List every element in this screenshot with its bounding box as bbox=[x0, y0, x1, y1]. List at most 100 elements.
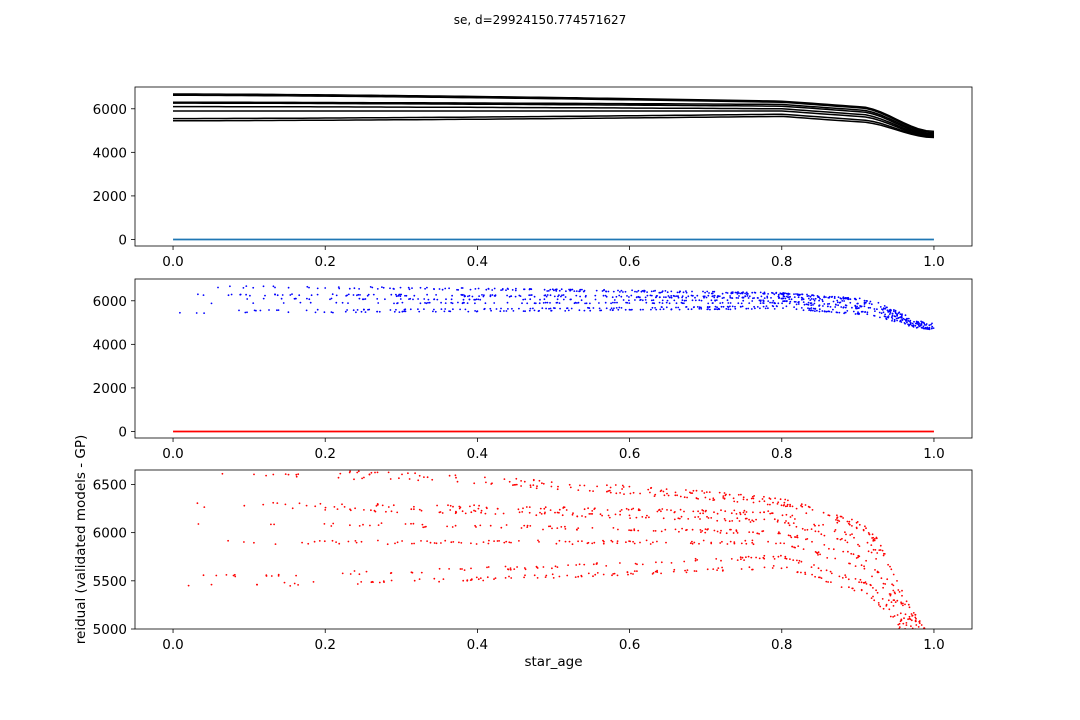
data-point bbox=[449, 310, 452, 313]
data-point bbox=[588, 489, 591, 492]
data-point bbox=[544, 294, 547, 297]
data-point bbox=[782, 504, 785, 507]
data-point bbox=[650, 308, 652, 311]
data-point bbox=[411, 542, 413, 545]
data-point bbox=[308, 298, 311, 301]
data-point bbox=[298, 502, 301, 505]
data-point bbox=[616, 540, 619, 542]
data-point bbox=[668, 296, 671, 299]
data-point bbox=[703, 295, 706, 298]
data-point bbox=[667, 494, 670, 497]
data-point bbox=[349, 573, 352, 575]
data-point bbox=[859, 578, 862, 581]
data-point bbox=[918, 620, 921, 622]
data-point bbox=[817, 567, 820, 570]
data-point bbox=[782, 307, 784, 309]
data-point bbox=[539, 507, 542, 510]
data-point bbox=[895, 317, 898, 320]
data-point bbox=[305, 504, 308, 507]
data-point bbox=[808, 309, 810, 311]
data-point bbox=[905, 624, 908, 626]
data-point bbox=[784, 498, 787, 501]
data-point bbox=[914, 324, 917, 327]
data-point bbox=[473, 298, 476, 301]
data-point bbox=[538, 309, 540, 312]
data-point bbox=[832, 300, 835, 303]
data-point bbox=[474, 288, 477, 290]
data-point bbox=[704, 510, 707, 513]
data-point bbox=[818, 299, 820, 302]
data-point bbox=[620, 295, 623, 298]
data-point bbox=[747, 555, 750, 558]
data-point bbox=[639, 541, 641, 544]
data-point bbox=[678, 530, 680, 533]
data-point bbox=[609, 491, 612, 494]
data-point bbox=[794, 518, 796, 520]
data-point bbox=[276, 502, 279, 504]
data-point bbox=[524, 568, 527, 571]
data-point bbox=[558, 539, 561, 542]
data-point bbox=[605, 565, 608, 567]
data-point bbox=[900, 602, 903, 605]
data-point bbox=[875, 589, 877, 592]
x-tick-label: 1.0 bbox=[923, 446, 944, 462]
data-point bbox=[696, 294, 699, 297]
data-point bbox=[854, 578, 857, 580]
data-point bbox=[546, 294, 549, 296]
data-point bbox=[348, 287, 351, 290]
data-point bbox=[493, 302, 496, 304]
data-point bbox=[842, 517, 844, 519]
data-point bbox=[314, 311, 317, 314]
data-point bbox=[706, 290, 709, 293]
data-point bbox=[710, 299, 713, 302]
data-point bbox=[685, 291, 688, 294]
data-point bbox=[485, 481, 487, 484]
data-point bbox=[871, 537, 873, 539]
data-point bbox=[252, 302, 255, 304]
data-point bbox=[784, 300, 786, 302]
data-point bbox=[741, 292, 744, 295]
data-point bbox=[890, 601, 893, 603]
data-point bbox=[555, 301, 558, 304]
data-point bbox=[624, 308, 627, 311]
data-point bbox=[643, 290, 646, 293]
data-point bbox=[593, 541, 596, 544]
data-point bbox=[596, 572, 599, 574]
data-point bbox=[738, 295, 740, 297]
data-point bbox=[403, 310, 405, 313]
data-point bbox=[451, 302, 454, 305]
data-point bbox=[807, 304, 810, 306]
data-point bbox=[733, 542, 736, 545]
data-point bbox=[450, 298, 453, 301]
data-point bbox=[929, 656, 931, 658]
data-point bbox=[904, 633, 906, 635]
data-point bbox=[805, 512, 808, 515]
data-point bbox=[378, 310, 381, 313]
data-point bbox=[371, 286, 374, 289]
data-point bbox=[893, 315, 896, 318]
data-point bbox=[848, 520, 851, 523]
data-point bbox=[782, 295, 785, 298]
data-point bbox=[917, 626, 920, 628]
data-point bbox=[729, 528, 731, 531]
data-point bbox=[907, 323, 909, 326]
data-point bbox=[763, 292, 766, 295]
data-point bbox=[737, 291, 739, 293]
data-point bbox=[413, 542, 415, 545]
x-tick-label: 0.4 bbox=[467, 446, 488, 462]
data-point bbox=[868, 302, 871, 305]
data-point bbox=[518, 307, 520, 310]
data-point bbox=[726, 299, 729, 302]
data-point bbox=[685, 489, 687, 491]
data-point bbox=[713, 511, 715, 514]
data-point bbox=[736, 532, 739, 534]
data-point bbox=[640, 290, 643, 293]
data-point bbox=[699, 518, 701, 520]
data-point bbox=[568, 288, 570, 291]
data-point bbox=[210, 583, 213, 586]
data-point bbox=[880, 577, 883, 580]
data-point bbox=[661, 299, 664, 302]
data-point bbox=[665, 296, 667, 299]
data-point bbox=[673, 568, 676, 571]
data-point bbox=[469, 505, 471, 508]
